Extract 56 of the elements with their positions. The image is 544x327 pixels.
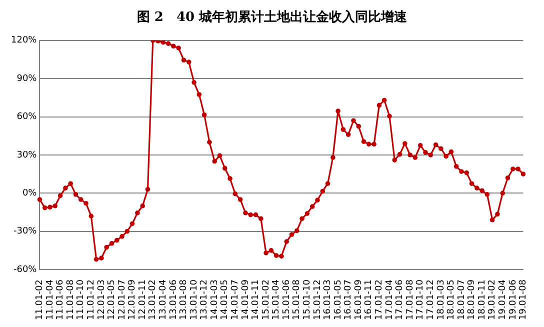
y-tick-label: 30%: [16, 150, 38, 160]
x-tick-label: 16.01-09: [354, 279, 364, 320]
x-tick-label: 19.01-02: [488, 280, 498, 320]
x-tick-label: 13.01-12: [200, 280, 210, 320]
x-tick-label: 11.01-08: [66, 279, 76, 320]
x-tick-label: 14.01-03: [210, 280, 220, 320]
x-tick-label: 18.01-05: [446, 280, 457, 320]
x-tick-label: 11.01-12: [86, 280, 97, 320]
x-tick-label: 12.01-09: [128, 279, 138, 320]
x-tick-label: 13.01-10: [189, 279, 200, 320]
y-tick-label: -60%: [13, 264, 38, 275]
x-tick-label: 11.01-04: [45, 279, 56, 320]
x-tick-label: 15.01-04: [272, 279, 282, 320]
x-tick-label: 16.01-05: [333, 280, 344, 320]
x-tick-label: 15.01-12: [312, 280, 323, 320]
x-tick-label: 18.01-03: [436, 280, 446, 320]
x-tick-label: 15.01-10: [302, 279, 313, 320]
x-tick-label: 12.01-11: [138, 280, 148, 320]
x-tick-label: 11.01-02: [35, 280, 46, 320]
x-tick-label: 17.01-12: [426, 280, 436, 320]
y-tick-label: -30%: [13, 226, 38, 237]
y-tick-label: 0%: [22, 188, 38, 198]
x-tick-label: 14.01-07: [230, 280, 241, 320]
x-tick-label: 17.01-10: [416, 279, 426, 320]
x-tick-label: 13.01-06: [168, 279, 179, 320]
x-tick-label: 16.01-07: [344, 280, 354, 320]
x-tick-label: 15.01-06: [282, 279, 292, 320]
x-tick-label: 17.01-04: [384, 279, 395, 320]
x-tick-label: 18.01-09: [467, 279, 478, 320]
x-tick-label: 14.01-09: [240, 279, 251, 320]
x-tick-label: 11.01-10: [76, 279, 86, 320]
x-tick-label: 13.01-02: [148, 280, 158, 320]
x-tick-label: 16.01-03: [323, 280, 334, 320]
x-tick-label: 16.01-11: [364, 280, 374, 320]
x-tick-label: 14.01-11: [251, 280, 262, 320]
y-tick-label: 60%: [16, 112, 38, 122]
x-tick-label: 12.01-03: [96, 280, 107, 320]
x-tick-label: 17.01-06: [395, 279, 406, 320]
x-tick-label: 15.01-08: [292, 279, 302, 320]
x-tick-label: 13.01-08: [179, 279, 190, 320]
x-tick-label: 14.01-05: [220, 280, 230, 320]
x-tick-label: 12.01-05: [107, 280, 118, 320]
x-tick-label: 17.01-02: [374, 280, 385, 320]
x-tick-label: 17.01-08: [405, 279, 416, 320]
x-tick-label: 19.01-06: [508, 279, 518, 320]
x-tick-label: 11.01-06: [56, 279, 66, 320]
x-tick-label: 15.01-02: [261, 280, 272, 320]
x-tick-label: 13.01-04: [158, 279, 169, 320]
x-tick-label: 12.01-07: [117, 280, 128, 320]
x-tick-label: 18.01-07: [456, 280, 467, 320]
x-tick-label: 18.01-11: [477, 280, 488, 320]
chart-title: 图 2 40 城年初累计土地出让金收入同比增速: [136, 8, 408, 26]
y-tick-label: 90%: [16, 74, 38, 84]
x-tick-label: 19.01-04: [498, 279, 508, 320]
x-tick-label: 19.01-08: [518, 279, 529, 320]
y-tick-label: 120%: [10, 36, 38, 46]
